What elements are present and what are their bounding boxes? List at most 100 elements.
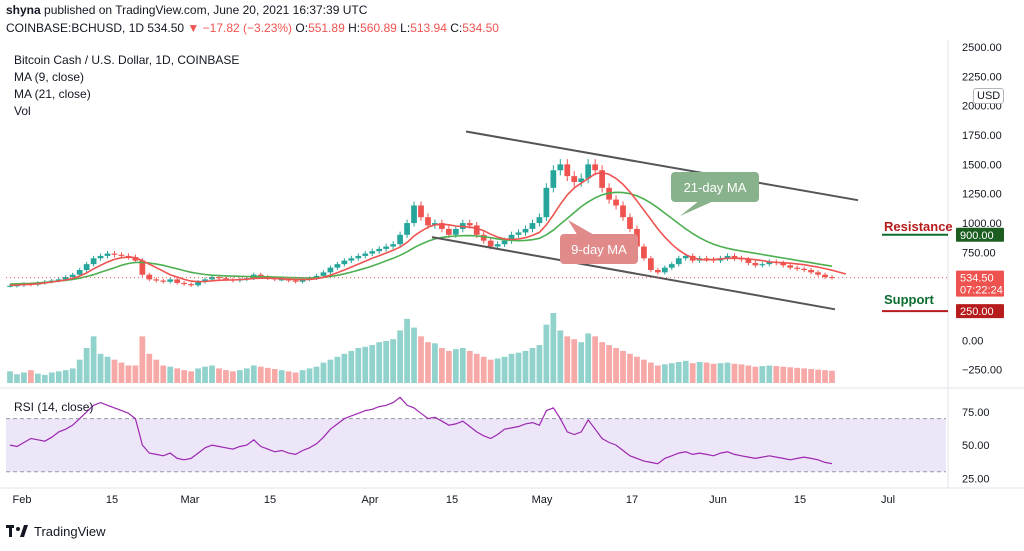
volume-bar [634,356,640,383]
candle-body [780,262,787,266]
volume-bar [745,365,752,383]
volume-bar [682,360,689,383]
volume-bar [661,364,668,383]
rsi-band [6,418,946,472]
volume-bar [132,365,139,383]
candle-body [174,279,181,283]
volume-bar [696,362,703,383]
ohlc-row: COINBASE:BCHUSD, 1D 534.50 ▼ −17.82 (−3.… [6,21,499,35]
symbol-label[interactable]: COINBASE:BCHUSD, 1D [6,21,145,35]
candle-body [480,234,487,241]
candle-body [766,261,773,265]
candle-body [752,262,759,266]
time-tick-label: Mar [181,494,200,506]
candle-body [69,274,76,278]
last-price-badge-text: 07:22:24 [960,285,1003,297]
ma9-callout-pointer [568,220,596,236]
candle-body [160,280,167,282]
candle-body [466,223,473,226]
volume-bar [34,373,41,383]
volume-bar [28,370,34,383]
volume-bar [55,371,62,383]
time-tick-label: 15 [106,494,118,506]
tradingview-logo[interactable]: TradingView [6,524,106,539]
candle-body [411,205,417,224]
time-tick-label: 17 [626,494,638,506]
candle-body [675,258,682,265]
volume-bar [348,350,355,383]
candle-body [515,232,522,235]
candle-body [355,255,362,259]
candle-body [564,164,571,177]
candle-body [62,277,69,280]
volume-bar [418,336,424,383]
volume-bar [459,348,466,383]
volume-bar [411,327,417,383]
candle-body [97,255,104,259]
volume-bar [404,318,410,383]
currency-selector[interactable]: USD [973,88,1005,104]
volume-bar [543,324,550,383]
candle-body [139,260,146,275]
candle-body [571,176,578,182]
ma9-line [9,171,847,287]
candle-body [146,274,153,280]
price-tick-label: −250.00 [962,365,1002,377]
last-price-badge-text: 534.50 [960,273,994,285]
volume-bar [216,368,222,383]
candle-body [209,277,215,280]
candle-body [487,240,494,247]
price-chart-svg[interactable]: 2500.002250.002000.001750.001500.001250.… [0,40,1024,514]
rsi-tick-label: 25.00 [962,473,990,485]
volume-bar [452,349,459,383]
candle-body [536,217,543,224]
candle-body [188,284,194,286]
rsi-legend[interactable]: RSI (14, close) [14,400,94,414]
legend-ma21[interactable]: MA (21, close) [14,87,91,101]
volume-bar [174,368,181,383]
volume-bar [571,339,578,383]
chart-legend: Bitcoin Cash / U.S. Dollar, 1D, COINBASE… [14,52,239,120]
volume-bar [731,363,738,383]
ma9-callout-box [560,234,638,264]
volume-bar [264,367,271,383]
volume-bar [724,362,731,383]
chart-area[interactable]: 2500.00 2250.00 2000.00 1750.00 1500.00 1250.… [0,40,1024,514]
volume-bar [620,350,626,383]
candle-body [822,274,828,278]
volume-bar [585,333,592,383]
volume-bar [606,345,612,383]
author-name[interactable]: shyna [6,3,41,17]
high-label: H: [348,21,361,35]
volume-bar [703,362,710,383]
volume-bar [327,359,334,383]
volume-bar [654,365,661,383]
time-tick-label: May [532,494,553,506]
volume-bar [313,366,320,383]
candle-body [508,234,515,241]
price-tick-label: 2250.00 [962,71,1002,83]
candle-body [439,223,445,229]
volume-bar [299,370,306,383]
price-tick-label: 1500.00 [962,159,1002,171]
volume-bar [69,368,76,383]
candle-body [397,234,403,245]
legend-vol[interactable]: Vol [14,104,31,118]
ma9-callout-text: 9-day MA [571,242,627,257]
publish-text: published on TradingView.com, June 20, 2… [44,3,368,17]
legend-title[interactable]: Bitcoin Cash / U.S. Dollar, 1D, COINBASE [14,53,240,67]
volume-bar [188,371,194,383]
volume-bar [710,363,717,383]
volume-bar [717,363,724,383]
volume-bar [773,366,780,383]
legend-ma9[interactable]: MA (9, close) [14,70,85,84]
candle-body [522,228,529,233]
candle-body [376,248,383,252]
volume-bar [243,368,250,383]
candle-body [627,217,633,229]
time-tick-label: Jun [709,494,727,506]
volume-bar [146,353,153,383]
candle-body [592,164,599,171]
volume-bar [494,358,501,383]
ma21-callout-box [671,172,759,202]
